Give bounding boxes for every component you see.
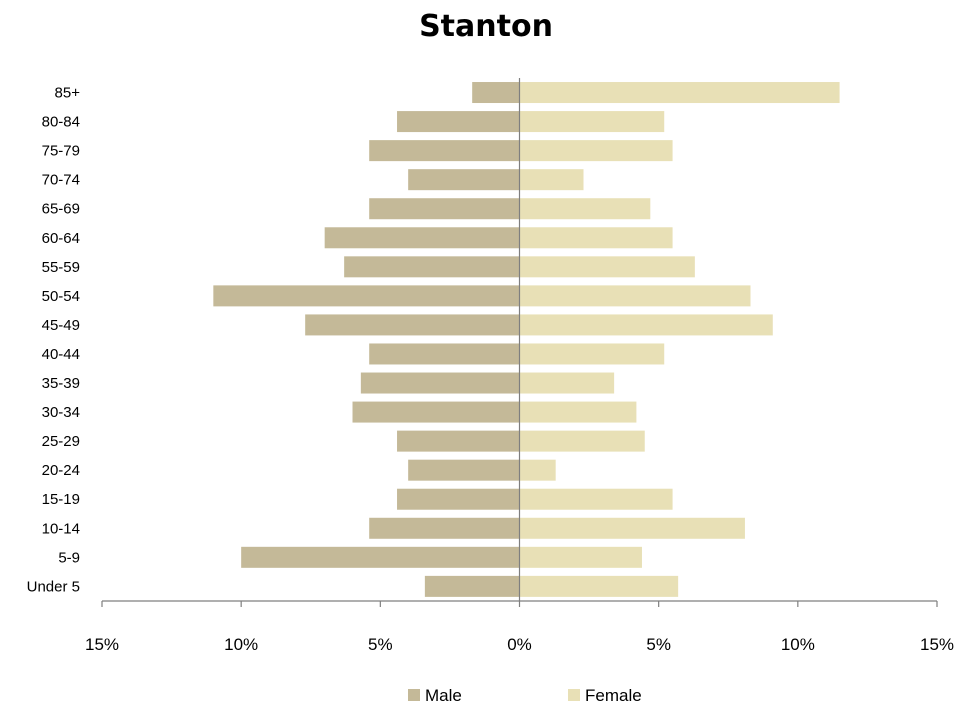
female-bar [519,517,745,539]
male-bar [369,198,520,220]
male-bar [213,285,520,307]
male-bar [369,343,520,365]
male-legend-swatch [408,689,420,701]
chart-title: Stanton [419,9,553,44]
male-bar [324,227,520,249]
x-tick-label: 15% [85,635,119,654]
male-bar [408,459,520,481]
male-bar [352,401,520,423]
category-label: 75-79 [42,143,80,160]
male-bar [369,517,520,539]
female-legend-swatch [568,689,580,701]
x-tick-label: 10% [224,635,258,654]
male-bar [344,256,520,278]
female-bar [519,314,773,336]
male-bar [305,314,520,336]
male-bar [424,575,520,597]
x-axis: 15% 10% 5% 0% 5% 10% 15% [85,78,954,654]
female-bar [519,140,673,162]
female-legend-label: Female [585,686,642,705]
category-label: 40-44 [42,346,80,363]
category-label: 35-39 [42,375,80,392]
female-bar [519,169,584,191]
female-bar [519,198,651,220]
female-bar [519,285,751,307]
category-label: 25-29 [42,433,80,450]
category-label: 15-19 [42,491,80,508]
male-bar [397,488,520,510]
category-label: 30-34 [42,404,80,421]
male-bar [360,372,520,394]
male-bar [472,82,520,104]
category-label: Under 5 [27,578,80,595]
male-bar [397,430,520,452]
category-label: 45-49 [42,317,80,334]
female-bar [519,488,673,510]
female-bar [519,82,840,104]
category-label: 10-14 [42,520,80,537]
female-bar [519,546,642,568]
category-label: 70-74 [42,172,80,189]
female-bar [519,372,615,394]
category-label: 85+ [55,85,81,102]
category-label: 55-59 [42,259,80,276]
category-label: 80-84 [42,114,80,131]
female-bar [519,575,679,597]
male-bar [397,111,520,133]
x-tick-label: 15% [920,635,954,654]
female-bar [519,111,665,133]
bars-group [213,82,840,597]
category-label: 5-9 [58,549,80,566]
female-bar [519,430,645,452]
male-bar [408,169,520,191]
female-bar [519,401,637,423]
male-bar [369,140,520,162]
male-bar [241,546,520,568]
female-bar [519,227,673,249]
x-tick-label: 5% [368,635,393,654]
female-bar [519,256,695,278]
category-label: 50-54 [42,288,80,305]
category-label: 60-64 [42,230,80,247]
category-labels: Under 5 5-9 10-14 15-19 20-24 25-29 30-34 35-39… [27,85,81,596]
female-bar [519,343,665,365]
x-tick-label: 5% [646,635,671,654]
legend: Male Female [408,686,642,705]
category-label: 20-24 [42,462,80,479]
female-bar [519,459,556,481]
male-legend-label: Male [425,686,462,705]
x-tick-label: 10% [781,635,815,654]
x-tick-label: 0% [507,635,532,654]
category-label: 65-69 [42,201,80,218]
